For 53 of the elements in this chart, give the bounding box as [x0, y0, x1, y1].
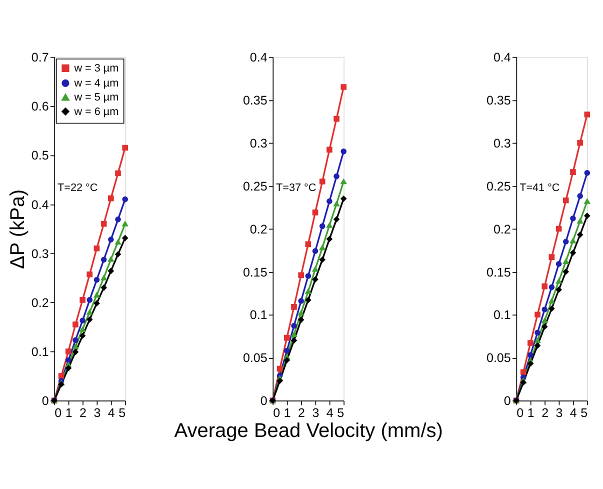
x-tick-label: 2: [80, 406, 87, 420]
y-tick-label: 0.1: [250, 308, 268, 322]
x-tick-label: 4: [108, 406, 115, 420]
legend-label: w = 5 µm: [73, 92, 119, 104]
y-tick-label: 0: [42, 394, 49, 408]
x-tick-label: 3: [312, 406, 320, 420]
y-axis-title: ΔP (kPa): [6, 189, 29, 269]
x-tick-label: 1: [65, 406, 72, 420]
y-tick-label: 0.6: [31, 100, 49, 114]
y-tick-label: 0.15: [486, 265, 511, 280]
x-tick-label: 0: [516, 406, 524, 420]
x-tick-label: 4: [570, 406, 577, 420]
legend-label: w = 6 µm: [73, 106, 119, 118]
annotation: T=41 °C: [520, 182, 560, 194]
y-tick-label: 0.7: [31, 50, 49, 65]
y-tick-label: 0.25: [486, 179, 511, 194]
y-tick-label: 0.1: [493, 308, 511, 322]
y-tick-label: 0.35: [486, 93, 511, 108]
y-tick-label: 0.5: [31, 148, 49, 163]
y-tick-label: 0.1: [31, 345, 49, 360]
legend-label: w = 3 µm: [73, 62, 119, 75]
y-tick-label: 0.4: [493, 50, 511, 65]
y-tick-label: 0.35: [242, 93, 268, 108]
y-tick-label: 0.3: [493, 136, 511, 150]
x-tick-label: 5: [337, 406, 344, 420]
y-tick-label: 0.2: [31, 296, 49, 310]
legend-label: w = 4 µm: [73, 78, 119, 90]
x-tick-label: 2: [298, 406, 306, 420]
x-tick-label: 2: [542, 406, 549, 420]
y-tick-label: 0.15: [242, 265, 268, 280]
y-tick-label: 0.05: [486, 351, 511, 366]
x-tick-label: 4: [326, 406, 334, 420]
y-tick-label: 0.4: [31, 198, 49, 212]
annotation: T=22 °C: [58, 182, 98, 194]
y-tick-label: 0.2: [250, 222, 268, 236]
x-tick-label: 0: [273, 406, 280, 420]
x-tick-label: 5: [580, 406, 588, 420]
x-tick-label: 1: [527, 406, 534, 420]
x-tick-label: 1: [284, 406, 291, 420]
x-axis-title: Average Bead Velocity (mm/s): [174, 420, 443, 442]
x-tick-label: 3: [94, 406, 101, 420]
y-tick-label: 0.2: [493, 222, 511, 236]
y-tick-label: 0: [260, 394, 268, 408]
y-tick-label: 0.4: [250, 50, 268, 65]
x-tick-label: 5: [118, 406, 126, 420]
y-tick-label: 0.25: [242, 179, 268, 194]
y-tick-label: 0: [504, 394, 511, 408]
annotation: T=37 °C: [276, 182, 316, 194]
y-tick-label: 0.3: [31, 246, 49, 261]
x-tick-label: 0: [54, 406, 62, 420]
y-tick-label: 0.3: [250, 136, 268, 150]
x-tick-label: 3: [556, 406, 563, 420]
y-tick-label: 0.05: [242, 351, 268, 366]
